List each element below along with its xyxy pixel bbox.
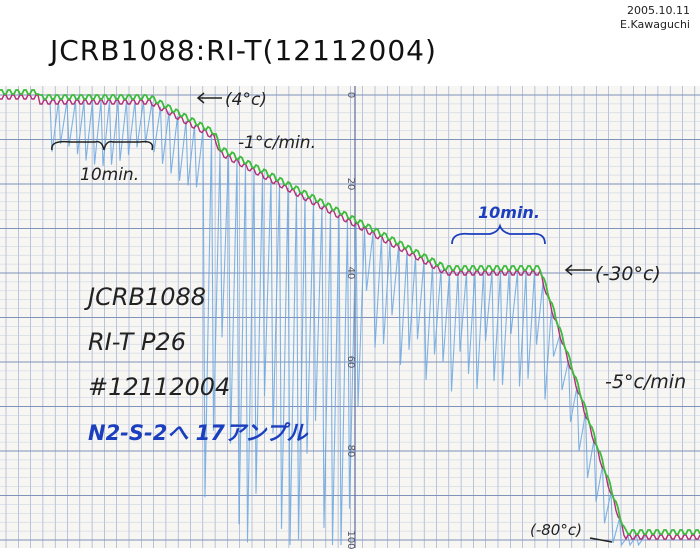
traces	[0, 89, 700, 547]
trace-sample	[49, 100, 646, 547]
scale-label: 20	[345, 178, 356, 191]
annotations: (4°c) -1°c/min. 10min. 10min. (-30°c) -5…	[51, 90, 686, 543]
interval-2: 10min.	[478, 203, 540, 222]
label-line: N2-S-2へ 17アンプル	[88, 421, 308, 445]
arrow-head	[564, 264, 573, 276]
label-line: JCRB1088	[84, 283, 206, 311]
date: 2005.10.11	[627, 4, 690, 17]
start-temp: (4°c)	[225, 90, 267, 110]
trace-setpoint	[0, 89, 700, 535]
scale-label: 100	[345, 530, 356, 549]
interval-1: 10min.	[80, 165, 139, 185]
hold-temp: (-30°c)	[595, 263, 661, 285]
label-line: #12112004	[88, 373, 230, 401]
scale-label: 80	[345, 445, 356, 458]
label-line: RI-T P26	[88, 328, 186, 356]
brace	[451, 223, 546, 245]
end-temp: (-80°c)	[530, 521, 582, 539]
scale-label: 40	[345, 267, 356, 280]
rate-2: -5°c/min	[605, 371, 686, 393]
scale-label: 0	[345, 92, 356, 98]
title: JCRB1088:RI-T(12112004)	[48, 34, 437, 67]
rate-1: -1°c/min.	[238, 133, 316, 153]
scale-label: 60	[345, 356, 356, 369]
brace	[51, 140, 154, 151]
scale: 0 20 40 60 80 100	[345, 92, 356, 550]
arrow	[589, 537, 613, 543]
arrow-head	[196, 92, 205, 104]
author: E.Kawaguchi	[620, 18, 690, 31]
